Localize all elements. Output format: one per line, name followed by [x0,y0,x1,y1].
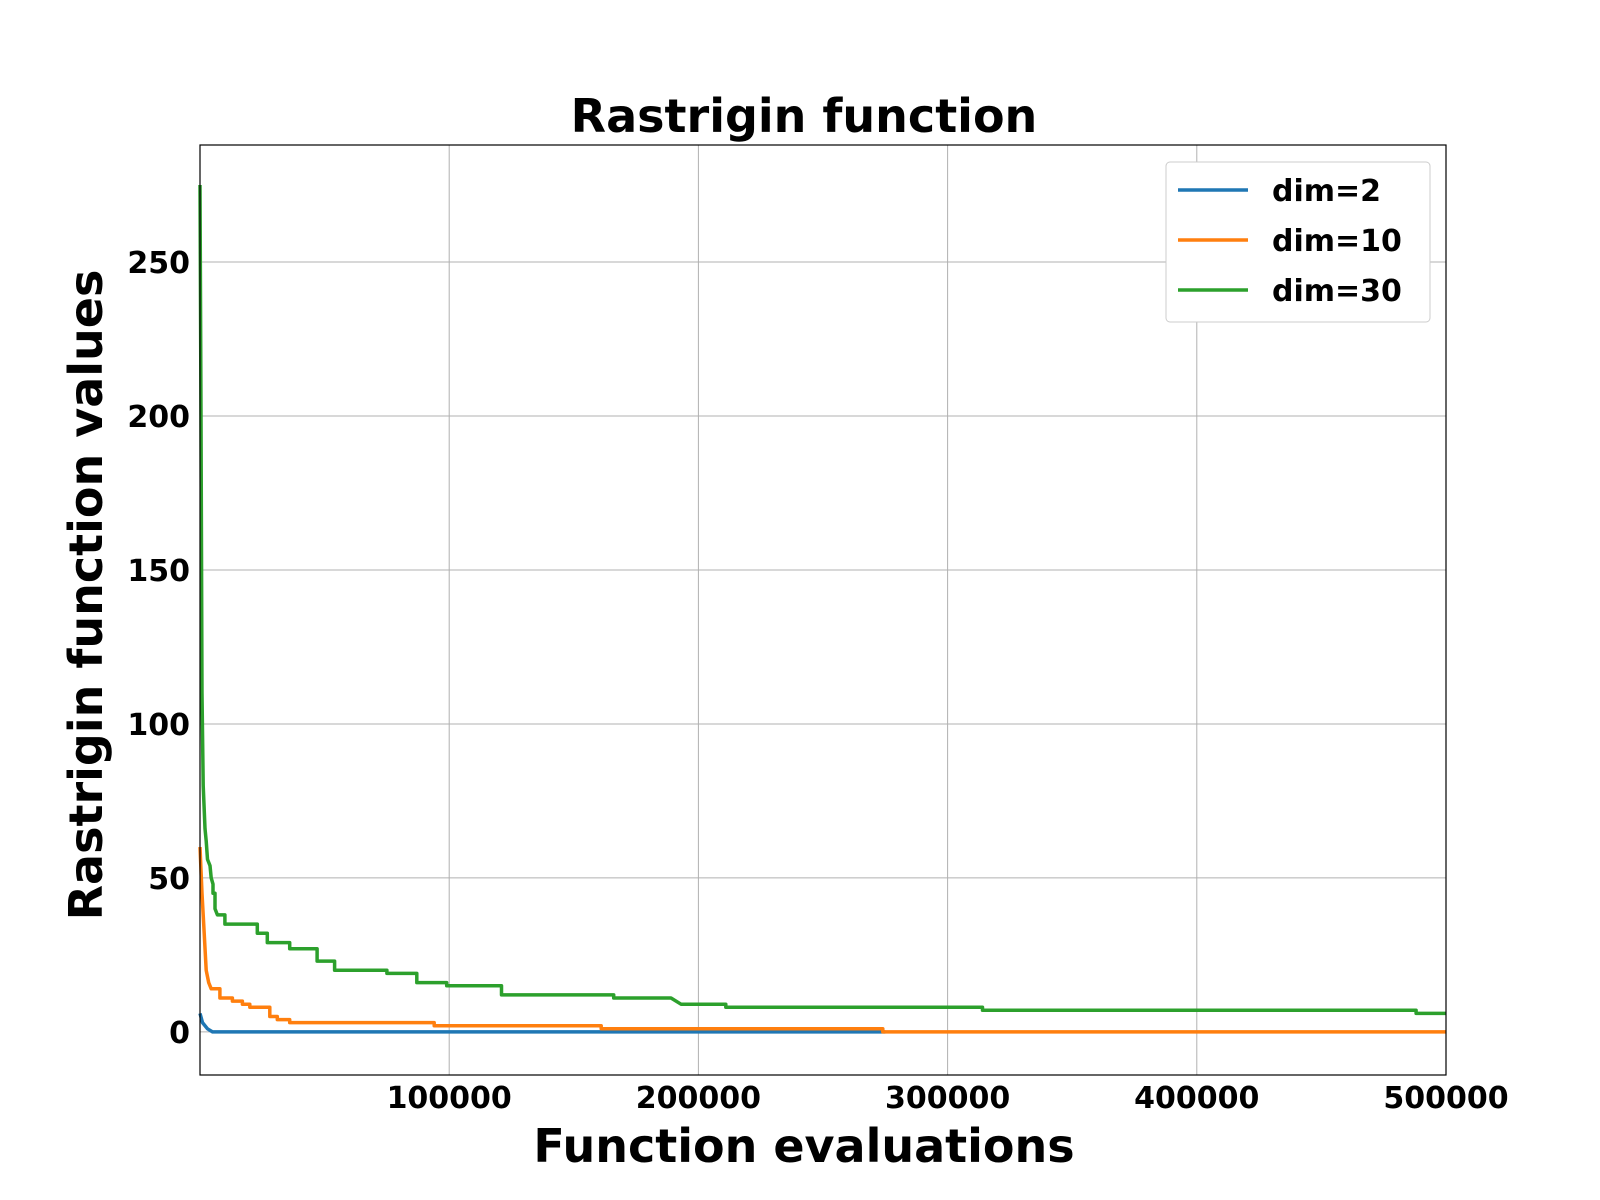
y-axis-label: Rastrigin function values [59,270,113,921]
legend-label: dim=10 [1272,224,1402,259]
plot-frame [199,144,1447,1076]
y-tick-label: 150 [127,554,190,589]
x-tick-label: 200000 [636,1081,761,1116]
chart-title: Rastrigin function [571,89,1038,143]
y-tick-label: 0 [169,1016,190,1051]
legend-box [1165,161,1431,323]
tick-labels: 100000 200000 300000 400000 500000 0 50 100 150 2… [127,246,1508,1116]
legend: dim=2 dim=10 dim=30 [1165,161,1431,323]
y-tick-label: 200 [127,400,190,435]
series-line-dim-10 [198,847,1446,1034]
y-tick-label: 100 [127,708,190,743]
legend-label: dim=30 [1272,274,1402,309]
series-line-dim-30 [198,184,1446,1016]
series-layer [198,184,1446,1034]
x-tick-label: 500000 [1383,1081,1508,1116]
y-tick-label: 50 [148,862,190,897]
x-tick-label: 400000 [1134,1081,1259,1116]
x-tick-label: 300000 [885,1081,1010,1116]
x-axis-label: Function evaluations [533,1119,1074,1173]
legend-label: dim=2 [1272,174,1381,209]
x-tick-label: 100000 [387,1081,512,1116]
series-line-dim-2 [198,1012,886,1034]
y-tick-label: 250 [127,246,190,281]
